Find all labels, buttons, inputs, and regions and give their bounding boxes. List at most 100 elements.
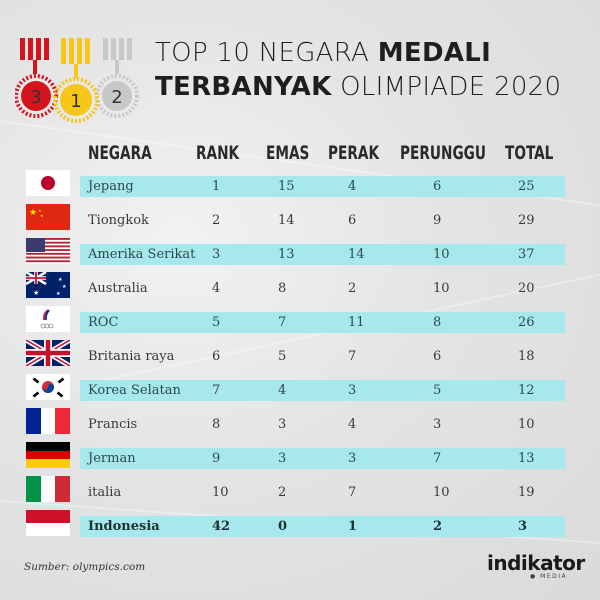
- brand-logo-sub: ● MEDIA: [530, 573, 568, 580]
- column-header-total: TOTAL: [505, 142, 554, 164]
- cell-total: 18: [518, 349, 535, 364]
- cell-perunggu: 8: [433, 315, 442, 330]
- column-header-perak: PERAK: [328, 142, 380, 164]
- cell-emas: 3: [278, 451, 287, 466]
- cell-perunggu: 6: [433, 179, 442, 194]
- cell-emas: 3: [278, 417, 287, 432]
- title-line2-bold: TERBANYAK: [155, 72, 332, 102]
- cell-rank: 9: [212, 451, 221, 466]
- cell-total: 20: [518, 281, 535, 296]
- cell-rank: 5: [212, 315, 221, 330]
- column-header-rank: RANK: [196, 142, 240, 164]
- cell-rank: 42: [212, 519, 231, 534]
- svg-text:★: ★: [56, 291, 61, 297]
- cell-rank: 10: [212, 485, 229, 500]
- table-row: ★ ★ ★ ★ Australia 4 8 2 10 20: [0, 272, 600, 306]
- svg-text:★: ★: [29, 208, 37, 218]
- cell-perak: 4: [348, 417, 357, 432]
- brand-logo: indikator: [487, 551, 585, 575]
- cell-negara: Amerika Serikat: [88, 247, 196, 262]
- cell-emas: 7: [278, 315, 287, 330]
- cell-total: 10: [518, 417, 535, 432]
- cell-perunggu: 10: [433, 247, 450, 262]
- indonesia-flag-icon: [26, 510, 70, 536]
- france-flag-icon: [26, 408, 70, 434]
- cell-rank: 1: [212, 179, 221, 194]
- cell-emas: 13: [278, 247, 295, 262]
- cell-negara: Tiongkok: [88, 213, 149, 228]
- svg-text:★: ★: [33, 289, 39, 297]
- cell-perak: 7: [348, 485, 357, 500]
- cell-perak: 1: [348, 519, 358, 534]
- medals-illustration: 3 1 2: [15, 38, 139, 123]
- table-row: Amerika Serikat 3 13 14 10 37: [0, 238, 600, 272]
- cell-perunggu: 3: [433, 417, 442, 432]
- cell-negara: Jepang: [88, 179, 134, 194]
- cell-total: 13: [518, 451, 535, 466]
- cell-perak: 7: [348, 349, 357, 364]
- cell-total: 25: [518, 179, 535, 194]
- cell-perak: 3: [348, 383, 357, 398]
- svg-text:★: ★: [38, 208, 42, 213]
- germany-flag-icon: [26, 442, 70, 468]
- cell-negara: Britania raya: [88, 349, 175, 364]
- cell-emas: 5: [278, 349, 287, 364]
- column-header-emas: EMAS: [266, 142, 310, 164]
- cell-total: 3: [518, 519, 528, 534]
- usa-flag-icon: [26, 238, 70, 264]
- table-row: Jerman 9 3 3 7 13: [0, 442, 600, 476]
- roc-flag-icon: [26, 306, 70, 332]
- row-highlight: [80, 244, 565, 265]
- cell-negara: ROC: [88, 315, 119, 330]
- column-header-negara: NEGARA: [88, 142, 152, 164]
- table-row: ROC 5 7 11 8 26: [0, 306, 600, 340]
- page-title: TOP 10 NEGARA MEDALI TERBANYAK OLIMPIADE…: [155, 36, 561, 104]
- cell-negara: Australia: [88, 281, 148, 296]
- cell-perak: 6: [348, 213, 357, 228]
- bronze-medal-number: 3: [30, 87, 41, 108]
- silver-medal-number: 2: [111, 87, 122, 108]
- cell-perunggu: 7: [433, 451, 442, 466]
- cell-perak: 4: [348, 179, 357, 194]
- cell-perak: 2: [348, 281, 357, 296]
- cell-negara: Jerman: [88, 451, 136, 466]
- cell-negara: italia: [88, 485, 122, 500]
- row-highlight: [80, 176, 565, 197]
- cell-rank: 3: [212, 247, 221, 262]
- brand-logo-sub-text: MEDIA: [540, 573, 568, 580]
- cell-rank: 6: [212, 349, 221, 364]
- cell-negara: Prancis: [88, 417, 138, 432]
- row-highlight: [80, 312, 565, 333]
- cell-rank: 2: [212, 213, 221, 228]
- cell-perak: 11: [348, 315, 365, 330]
- table-row: Indonesia 42 0 1 2 3: [0, 510, 600, 544]
- table-row: Jepang 1 15 4 6 25: [0, 170, 600, 204]
- cell-total: 29: [518, 213, 535, 228]
- cell-emas: 14: [278, 213, 295, 228]
- table-row: ★ ★ ★ Tiongkok 2 14 6 9 29: [0, 204, 600, 238]
- cell-total: 37: [518, 247, 535, 262]
- cell-perak: 14: [348, 247, 365, 262]
- china-flag-icon: ★ ★★: [26, 204, 70, 230]
- title-line1-light: TOP 10 NEGARA: [155, 38, 378, 68]
- table-row: Britania raya 6 5 7 6 18: [0, 340, 600, 374]
- cell-emas: 15: [278, 179, 295, 194]
- table-row: italia 10 2 7 10 19: [0, 476, 600, 510]
- italy-flag-icon: [26, 476, 70, 502]
- cell-total: 19: [518, 485, 535, 500]
- cell-negara: Korea Selatan: [88, 383, 181, 398]
- cell-emas: 2: [278, 485, 287, 500]
- australia-flag-icon: ★★★★: [26, 272, 70, 298]
- gold-medal-icon: [53, 38, 99, 123]
- column-header-perunggu: PERUNGGU: [400, 142, 486, 164]
- table-row: Korea Selatan 7 4 3 5 12: [0, 374, 600, 408]
- gold-medal-number: 1: [70, 91, 81, 112]
- source-text: Sumber: olympics.com: [24, 561, 146, 573]
- svg-text:★: ★: [62, 284, 67, 290]
- japan-flag-icon: [26, 170, 70, 196]
- cell-perunggu: 10: [433, 485, 450, 500]
- cell-emas: 0: [278, 519, 288, 534]
- cell-perunggu: 10: [433, 281, 450, 296]
- table-row: Prancis 8 3 4 3 10: [0, 408, 600, 442]
- cell-rank: 4: [212, 281, 221, 296]
